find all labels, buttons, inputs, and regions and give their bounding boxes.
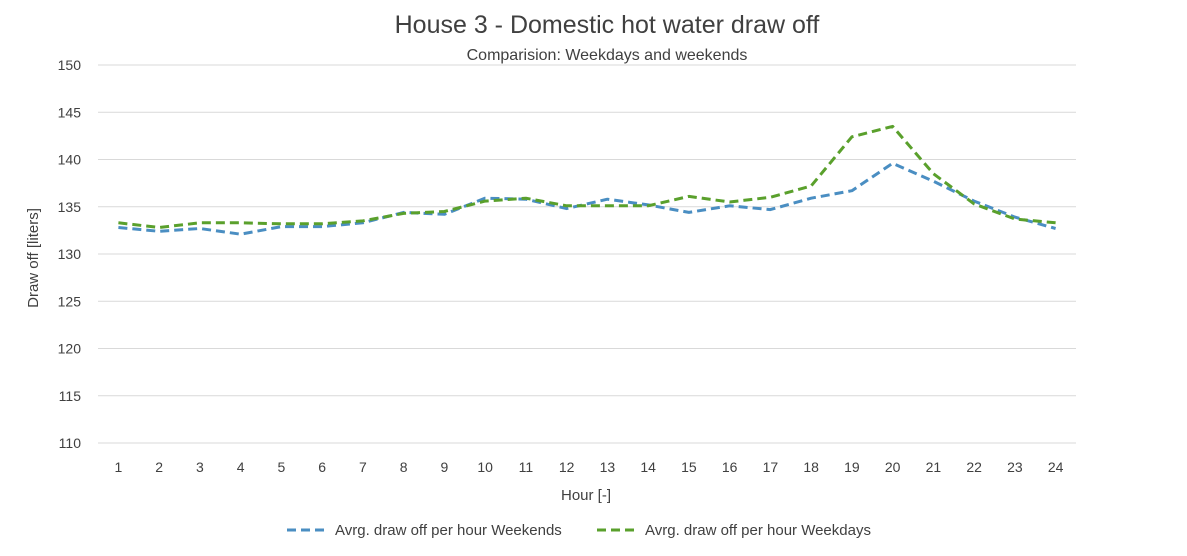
y-axis-ticks: 110 115 120 125 130 135 140 145 150 xyxy=(58,57,82,451)
x-tick-label: 4 xyxy=(237,459,245,475)
x-axis-label: Hour [-] xyxy=(561,487,611,504)
x-tick-label: 14 xyxy=(640,459,656,475)
x-tick-label: 1 xyxy=(114,459,122,475)
x-axis-ticks: 1 2 3 4 5 6 7 8 9 10 11 12 13 14 15 16 17 18 19 20 21 22 23 24 xyxy=(114,459,1063,475)
y-tick-label: 110 xyxy=(59,435,82,451)
x-tick-label: 19 xyxy=(844,459,860,475)
x-tick-label: 18 xyxy=(803,459,819,475)
series-lines xyxy=(118,124,1057,236)
y-tick-label: 115 xyxy=(59,388,82,404)
y-tick-label: 120 xyxy=(58,341,82,357)
y-tick-label: 130 xyxy=(58,246,82,262)
x-tick-label: 24 xyxy=(1048,459,1064,475)
y-tick-label: 150 xyxy=(58,57,82,73)
x-tick-label: 22 xyxy=(966,459,982,475)
x-tick-label: 12 xyxy=(559,459,575,475)
y-tick-label: 135 xyxy=(58,199,82,215)
legend-item-weekends: Avrg. draw off per hour Weekends xyxy=(287,522,562,539)
legend-label-weekends: Avrg. draw off per hour Weekends xyxy=(335,522,562,539)
x-tick-label: 8 xyxy=(400,459,408,475)
y-axis-label: Draw off [liters] xyxy=(25,208,42,308)
y-tick-label: 125 xyxy=(58,293,82,309)
x-tick-label: 17 xyxy=(763,459,779,475)
x-tick-label: 2 xyxy=(155,459,163,475)
x-tick-label: 16 xyxy=(722,459,738,475)
x-tick-label: 7 xyxy=(359,459,367,475)
chart-title: House 3 - Domestic hot water draw off xyxy=(395,11,820,39)
x-tick-label: 23 xyxy=(1007,459,1023,475)
legend-label-weekdays: Avrg. draw off per hour Weekdays xyxy=(645,522,871,539)
series-line-weekends xyxy=(118,161,1057,236)
legend-item-weekdays: Avrg. draw off per hour Weekdays xyxy=(597,522,871,539)
y-tick-label: 145 xyxy=(58,104,82,120)
x-tick-label: 13 xyxy=(600,459,616,475)
x-tick-label: 15 xyxy=(681,459,697,475)
gridlines xyxy=(98,64,1076,444)
legend: Avrg. draw off per hour Weekends Avrg. d… xyxy=(287,522,871,539)
series-line-weekdays xyxy=(118,124,1056,229)
x-tick-label: 6 xyxy=(318,459,326,475)
x-tick-label: 10 xyxy=(477,459,493,475)
chart-subtitle: Comparision: Weekdays and weekends xyxy=(467,47,748,64)
x-tick-label: 9 xyxy=(440,459,448,475)
x-tick-label: 11 xyxy=(519,459,534,475)
x-tick-label: 20 xyxy=(885,459,901,475)
y-tick-label: 140 xyxy=(58,152,82,168)
x-tick-label: 3 xyxy=(196,459,204,475)
x-tick-label: 21 xyxy=(926,459,942,475)
x-tick-label: 5 xyxy=(277,459,285,475)
